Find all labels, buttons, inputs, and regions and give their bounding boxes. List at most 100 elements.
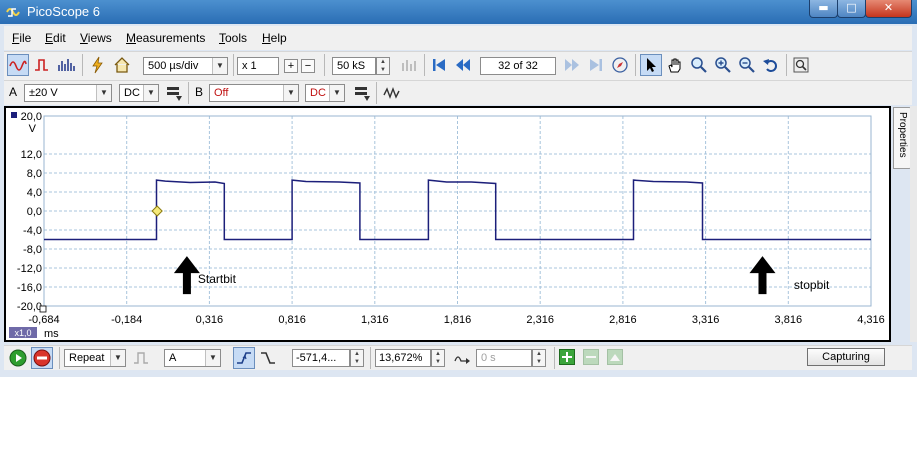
- y-axis-ticks: 20,0 12,0 8,0 4,0 0,0 -4,0 -8,0 -12,0 -16,0 -20,0: [17, 111, 42, 313]
- probe-settings-button[interactable]: [381, 82, 403, 104]
- x-tick-label: 2,816: [609, 314, 637, 326]
- timebase-select[interactable]: 500 µs/div ▼: [143, 57, 228, 75]
- x-tick-label: 0,316: [196, 314, 224, 326]
- x-tick-label: 3,816: [775, 314, 803, 326]
- samples-field[interactable]: 50 kS: [332, 57, 376, 75]
- channel-a-label: A: [9, 85, 18, 99]
- pretrigger-spinner[interactable]: ▲ ▼: [431, 349, 445, 367]
- toolbar-separator: [635, 54, 636, 76]
- axis-origin-handle[interactable]: [39, 305, 47, 313]
- properties-tab-label: Properties: [897, 112, 908, 158]
- previous-buffer-button[interactable]: [452, 54, 474, 76]
- zoom-factor-field[interactable]: x 1: [237, 57, 279, 75]
- maximize-button[interactable]: □: [837, 0, 866, 18]
- stop-icon[interactable]: [31, 347, 53, 369]
- falling-edge-button[interactable]: [257, 347, 279, 369]
- timebase-value: 500 µs/div: [148, 60, 199, 72]
- menu-tools-accel: T: [219, 31, 225, 45]
- undo-icon: [763, 59, 777, 72]
- spectrum-mode-button[interactable]: [55, 54, 77, 76]
- menu-file[interactable]: File: [12, 31, 31, 45]
- capturing-status-button[interactable]: Capturing: [807, 348, 885, 366]
- menu-help-accel: H: [262, 31, 271, 45]
- pretrigger-field[interactable]: 13,672%: [375, 349, 431, 367]
- default-setup-button[interactable]: [111, 54, 133, 76]
- zoom-overview-button[interactable]: [790, 54, 812, 76]
- persistence-mode-button[interactable]: [31, 54, 53, 76]
- post-trigger-delay-icon[interactable]: [453, 349, 471, 367]
- first-buffer-button[interactable]: [428, 54, 450, 76]
- trigger-level-field[interactable]: -571,4...: [292, 349, 350, 367]
- chevron-down-icon: ▼: [283, 85, 298, 101]
- hand-tool-button[interactable]: [664, 54, 686, 76]
- title-bar[interactable]: PicoScope 6 ▬ □ ✕: [0, 0, 917, 24]
- scope-view[interactable]: 20,0 12,0 8,0 4,0 0,0 -4,0 -8,0 -12,0 -16,0 -20,0…: [4, 106, 891, 342]
- next-buffer-button[interactable]: [561, 54, 583, 76]
- compass-icon: [612, 57, 628, 73]
- channel-a-coupling-select[interactable]: DC ▼: [119, 84, 159, 102]
- x-unit-label: ms: [44, 328, 59, 340]
- menu-edit-label: dit: [53, 31, 66, 45]
- vertical-scrollbar[interactable]: [910, 106, 917, 342]
- channel-a-range-select[interactable]: ±20 V ▼: [24, 84, 112, 102]
- resolution-button[interactable]: [398, 54, 420, 76]
- picoscope-app-icon: [6, 8, 20, 17]
- zoom-in-button[interactable]: +: [284, 59, 298, 73]
- magnifier-icon: [691, 57, 707, 73]
- scope-mode-button[interactable]: [7, 54, 29, 76]
- home-icon: [114, 57, 130, 73]
- channel-a-options-button[interactable]: [163, 82, 185, 104]
- trigger-mode-select[interactable]: Repeat ▼: [64, 349, 126, 367]
- menu-help[interactable]: Help: [262, 31, 287, 45]
- rewind-icon: [456, 59, 470, 71]
- trigger-marker[interactable]: [151, 205, 163, 217]
- x-scale-badge[interactable]: [9, 327, 37, 338]
- zoom-out-tool-button[interactable]: [736, 54, 758, 76]
- menu-edit[interactable]: Edit: [45, 31, 66, 45]
- zoom-in-tool-button[interactable]: [712, 54, 734, 76]
- trigger-level-spinner[interactable]: ▲ ▼: [350, 349, 364, 367]
- menu-measurements-label: easurements: [136, 31, 206, 45]
- advanced-trigger-icon[interactable]: [132, 349, 150, 367]
- minimize-button[interactable]: ▬: [809, 0, 838, 18]
- last-buffer-button[interactable]: [585, 54, 607, 76]
- y-tick-label: 0,0: [27, 206, 42, 218]
- toolbar-separator: [370, 347, 371, 369]
- add-ruler-icon[interactable]: [559, 349, 575, 365]
- start-icon[interactable]: [9, 349, 27, 367]
- delay-field[interactable]: 0 s: [476, 349, 532, 367]
- rising-edge-button[interactable]: [233, 347, 255, 369]
- x-tick-label: 0,816: [278, 314, 306, 326]
- channel-b-options-button[interactable]: [351, 82, 373, 104]
- channel-b-range-select[interactable]: Off ▼: [209, 84, 299, 102]
- menu-tools[interactable]: Tools: [219, 31, 247, 45]
- delay-spinner[interactable]: ▲ ▼: [532, 349, 546, 367]
- remove-ruler-icon[interactable]: [583, 349, 599, 365]
- zoom-tool-button[interactable]: [688, 54, 710, 76]
- menu-views[interactable]: Views: [80, 31, 112, 45]
- window-title: PicoScope 6: [27, 4, 100, 19]
- skip-first-icon: [433, 59, 445, 71]
- buffer-position-field[interactable]: 32 of 32: [480, 57, 556, 75]
- menu-measurements[interactable]: Measurements: [126, 31, 205, 45]
- toolbar-separator: [233, 54, 234, 76]
- auto-setup-button[interactable]: [87, 54, 109, 76]
- samples-spinner[interactable]: ▲ ▼: [376, 57, 390, 75]
- select-tool-button[interactable]: [640, 54, 662, 76]
- chevron-down-icon: ▼: [96, 85, 111, 101]
- close-button[interactable]: ✕: [865, 0, 912, 18]
- undo-zoom-button[interactable]: [760, 54, 782, 76]
- ruler-settings-icon[interactable]: [607, 349, 623, 365]
- annotation-arrow: [749, 256, 776, 295]
- trigger-source-select[interactable]: A ▼: [164, 349, 221, 367]
- toolbar-separator: [324, 54, 325, 76]
- zoom-out-button[interactable]: −: [301, 59, 315, 73]
- x-tick-label: 1,316: [361, 314, 389, 326]
- channel-options-icon: [167, 87, 182, 101]
- channel-b-coupling-select[interactable]: DC ▼: [305, 84, 345, 102]
- toolbar-separator: [554, 347, 555, 369]
- buffer-navigator-button[interactable]: [609, 54, 631, 76]
- main-toolbar: 500 µs/div ▼ x 1 + − 50 kS ▲ ▼ 32 of 32: [4, 51, 912, 80]
- y-tick-label: 8,0: [27, 168, 42, 180]
- trigger-mode-value: Repeat: [69, 352, 105, 364]
